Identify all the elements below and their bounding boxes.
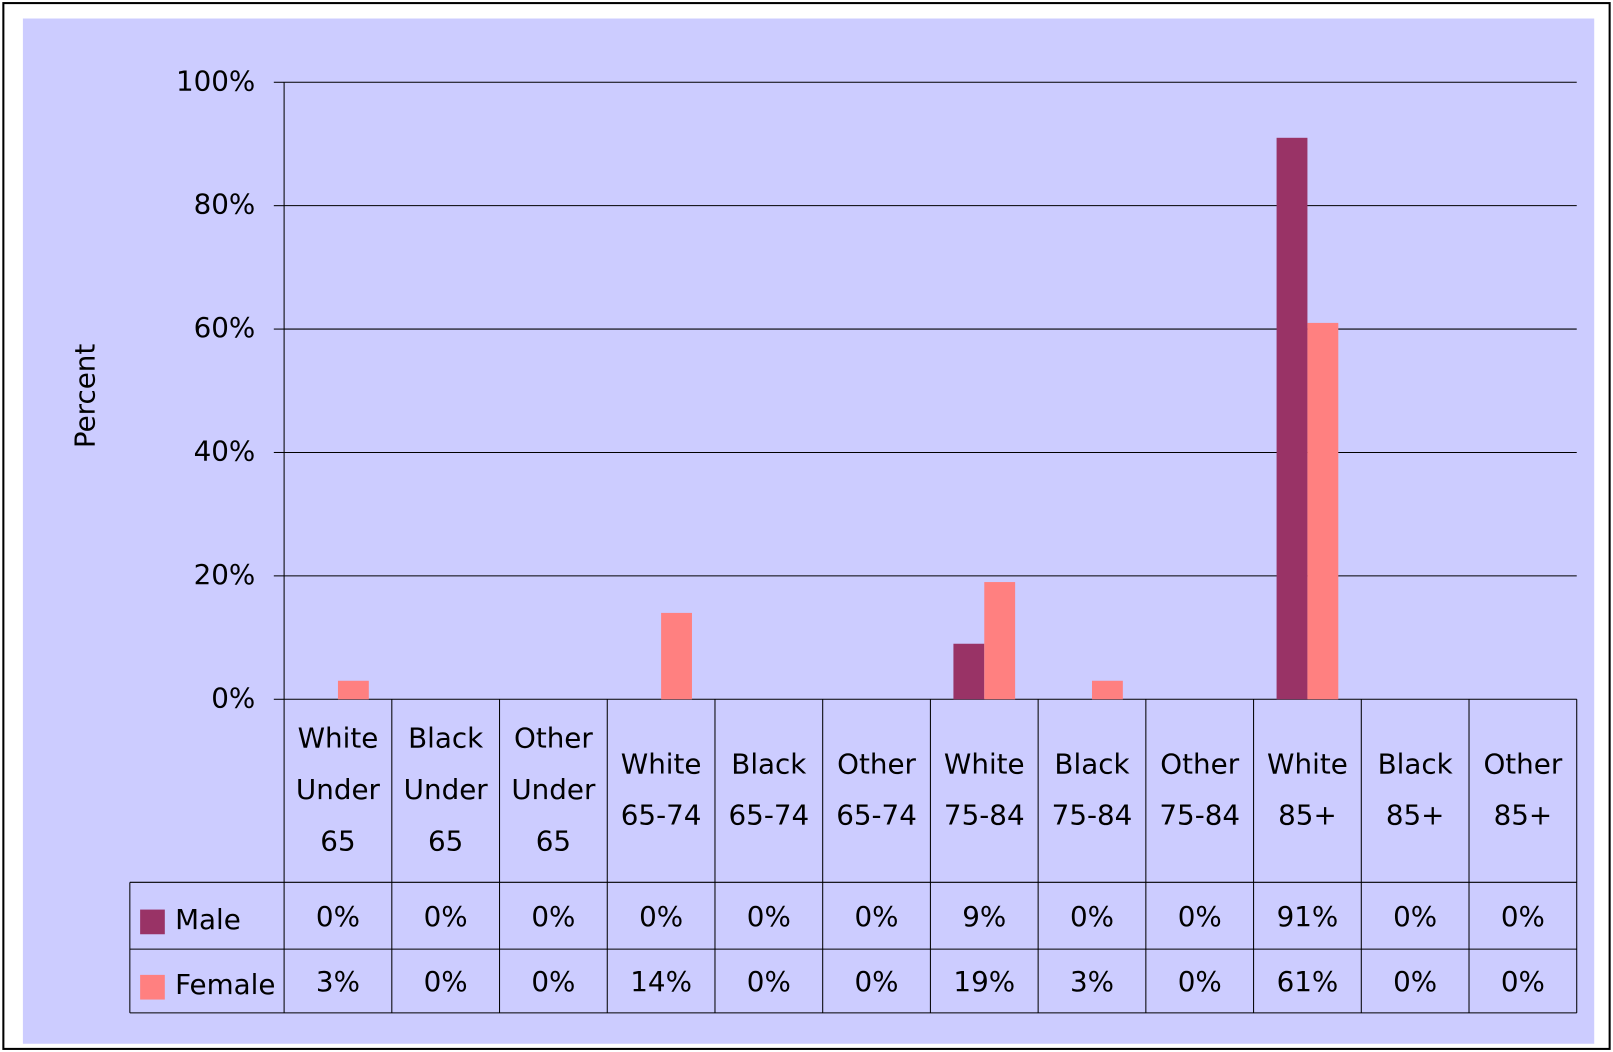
y-tick-label: 0% [211, 681, 255, 714]
category-cell: Other 75-84 [1159, 748, 1241, 832]
x-tick-label: White 65-74 [620, 748, 702, 832]
y-tick-label: 40% [194, 434, 256, 467]
category-cell: White Under 65 [295, 722, 380, 858]
category-cell: White 65-74 [620, 748, 702, 832]
data-table-value: 0% [1501, 900, 1545, 933]
data-table-value: 0% [531, 965, 575, 998]
y-axis-title: Percent [69, 344, 102, 449]
data-table-value: 0% [1178, 900, 1222, 933]
legend-key [140, 974, 165, 1000]
category-cell: Black 85+ [1377, 748, 1453, 832]
y-tick-label: 80% [194, 188, 256, 221]
data-table-value: 14% [630, 965, 692, 998]
data-table-value: 19% [953, 965, 1015, 998]
category-cell: Other 65-74 [836, 748, 917, 832]
data-table-value: 61% [1277, 965, 1339, 998]
bar [1307, 322, 1339, 700]
y-tick-label: 100% [176, 64, 255, 97]
category-cell: Black Under 65 [403, 722, 488, 858]
category-cell: Black 65-74 [728, 748, 810, 832]
x-tick-label: Other 65-74 [836, 748, 917, 832]
x-tick-label: Black 75-84 [1051, 748, 1133, 832]
data-table-value: 3% [1070, 965, 1114, 998]
x-tick-label: Black 65-74 [728, 748, 810, 832]
bar [661, 612, 692, 700]
data-table-value: 0% [424, 900, 468, 933]
data-table-value: 0% [855, 900, 899, 933]
bar [1276, 137, 1308, 700]
x-tick-label: Other 75-84 [1159, 748, 1241, 832]
data-table-value: 0% [747, 900, 791, 933]
legend-label: Female [175, 968, 275, 1001]
bar [1091, 680, 1123, 700]
bar [337, 680, 369, 700]
x-tick-label: Other 85+ [1483, 748, 1563, 832]
data-table-value: 0% [1393, 965, 1437, 998]
data-table-value: 0% [747, 965, 791, 998]
data-table-value: 0% [855, 965, 899, 998]
x-tick-label: White 75-84 [943, 748, 1025, 832]
data-table-value: 0% [1393, 900, 1437, 933]
category-cell: Black 75-84 [1051, 748, 1133, 832]
data-table-value: 9% [962, 900, 1006, 933]
x-tick-label: Black Under 65 [403, 722, 488, 858]
data-table-value: 91% [1277, 900, 1339, 933]
x-tick-label: Other Under 65 [511, 722, 596, 858]
data-table-value: 0% [639, 900, 683, 933]
x-tick-label: White Under 65 [295, 722, 380, 858]
category-cell: Other Under 65 [511, 722, 596, 858]
data-table-value: 0% [1178, 965, 1222, 998]
category-cell: Other 85+ [1483, 748, 1563, 832]
data-table-value: 3% [316, 965, 360, 998]
data-table-value: 0% [424, 965, 468, 998]
legend-label: Male [175, 903, 241, 936]
bar [953, 643, 985, 700]
x-tick-label: White 85+ [1267, 748, 1348, 832]
chart-background [22, 18, 1595, 1044]
data-table-value: 0% [1070, 900, 1114, 933]
data-table-value: 0% [531, 900, 575, 933]
y-tick-label: 20% [194, 558, 256, 591]
data-table-value: 0% [316, 900, 360, 933]
bar [984, 582, 1016, 700]
data-table-value: 0% [1501, 965, 1545, 998]
x-tick-label: Black 85+ [1377, 748, 1453, 832]
y-tick-label: 60% [194, 311, 256, 344]
category-cell: White 85+ [1267, 748, 1348, 832]
category-cell: White 75-84 [943, 748, 1025, 832]
legend-key [140, 909, 165, 935]
